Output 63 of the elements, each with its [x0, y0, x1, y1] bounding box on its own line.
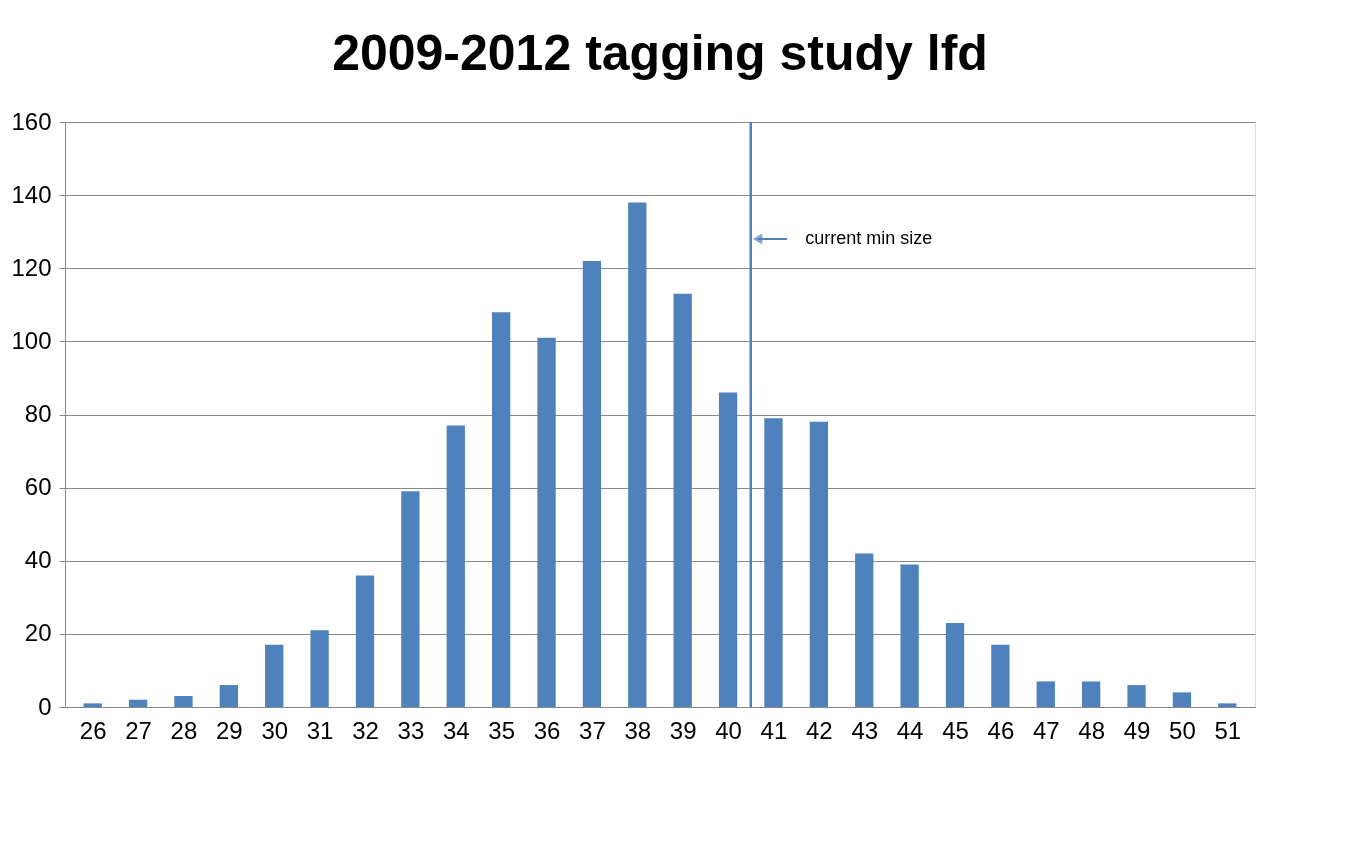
x-tick-label: 50	[1169, 716, 1196, 744]
y-tick-label: 120	[11, 253, 52, 281]
x-tick-label: 36	[533, 716, 561, 744]
bar	[945, 622, 965, 707]
x-tick-label: 38	[624, 716, 652, 744]
x-tick-label: 32	[352, 716, 379, 744]
x-tick-label: 35	[488, 716, 516, 744]
y-tick-label: 0	[38, 692, 52, 720]
x-tick-label: 34	[442, 716, 470, 744]
y-tick-label: 80	[24, 400, 52, 427]
x-tick-label: 49	[1123, 716, 1151, 744]
bar	[855, 553, 874, 707]
x-tick-label: 27	[125, 716, 152, 744]
x-tick-label: 31	[306, 716, 334, 744]
chart-title: 2009-2012 tagging study lfd	[332, 25, 988, 81]
x-tick-label: 29	[215, 716, 243, 744]
y-tick-label: 160	[11, 107, 52, 135]
x-tick-label: 42	[805, 716, 833, 744]
x-tick-label: 48	[1078, 716, 1106, 744]
bar	[673, 293, 692, 707]
x-tick-label: 26	[79, 716, 107, 744]
x-tick-label: 51	[1214, 716, 1242, 744]
x-tick-label: 46	[987, 716, 1015, 744]
x-tick-label: 47	[1032, 716, 1060, 744]
x-tick-label: 39	[669, 716, 697, 744]
x-tick-label: 28	[170, 716, 198, 744]
bar	[128, 699, 148, 707]
x-tick-label: 41	[760, 716, 788, 744]
bar	[628, 202, 647, 707]
bar	[446, 425, 465, 707]
ref-line-label: current min size	[805, 228, 933, 248]
y-tick-label: 60	[24, 473, 52, 501]
bar	[718, 392, 738, 707]
bar	[991, 644, 1010, 707]
bar	[401, 491, 420, 707]
x-tick-label: 40	[715, 716, 742, 744]
bar	[83, 703, 102, 707]
bar	[219, 685, 238, 707]
bar	[174, 696, 193, 707]
y-tick-label: 20	[24, 619, 52, 647]
bar	[310, 630, 329, 707]
x-tick-label: 37	[579, 716, 606, 744]
x-tick-label: 43	[851, 716, 879, 744]
x-tick-label: 45	[942, 716, 969, 744]
y-tick-label: 100	[11, 326, 52, 354]
bar	[1172, 692, 1192, 707]
x-tick-label: 33	[397, 716, 425, 744]
bar	[809, 421, 828, 707]
y-tick-label: 40	[24, 546, 52, 574]
x-tick-label: 30	[261, 716, 289, 744]
bar	[492, 312, 511, 707]
bar	[1127, 685, 1146, 707]
bar	[355, 575, 375, 707]
y-tick-label: 140	[11, 180, 52, 208]
bar	[265, 644, 284, 707]
bar	[537, 337, 556, 707]
bar	[900, 564, 919, 707]
bar	[582, 260, 602, 707]
bar	[764, 418, 783, 707]
bar	[1218, 703, 1237, 707]
bar	[1082, 681, 1101, 707]
bar	[1036, 681, 1055, 707]
x-tick-label: 44	[896, 716, 924, 744]
